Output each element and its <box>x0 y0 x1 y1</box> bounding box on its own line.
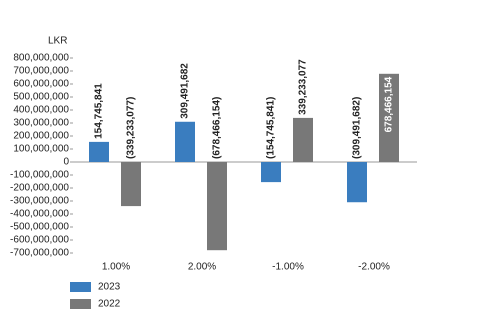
y-tick-label: 0 <box>63 157 69 168</box>
value-label: (339,233,077) <box>126 97 137 159</box>
value-label: 154,745,841 <box>94 83 105 139</box>
bar <box>347 162 367 203</box>
bar <box>175 121 195 162</box>
y-tick-label: -200,000,000 <box>10 183 69 194</box>
x-tick-label: 2.00% <box>188 262 216 273</box>
bar <box>293 117 313 162</box>
y-tick-label: 500,000,000 <box>13 92 69 103</box>
legend-swatch <box>70 299 91 309</box>
value-label: (678,466,154) <box>212 97 223 159</box>
value-label: (154,745,841) <box>266 97 277 159</box>
y-tick-label: 100,000,000 <box>13 144 69 155</box>
legend-label: 2022 <box>98 299 121 310</box>
y-tick-label: -100,000,000 <box>10 170 69 181</box>
y-tick-label: 800,000,000 <box>13 53 69 64</box>
y-tick-label: 700,000,000 <box>13 66 69 77</box>
bar <box>121 162 141 207</box>
y-tick-label: 200,000,000 <box>13 131 69 142</box>
x-tick-label: 1.00% <box>102 262 130 273</box>
bar <box>207 162 227 251</box>
x-tick-label: -2.00% <box>358 262 390 273</box>
y-tick-label: 600,000,000 <box>13 79 69 90</box>
y-tick-label: -500,000,000 <box>10 222 69 233</box>
legend-swatch <box>70 282 91 292</box>
y-unit-label: LKR <box>48 36 67 47</box>
y-tick-label: 400,000,000 <box>13 105 69 116</box>
bar <box>261 162 281 183</box>
value-label: (309,491,682) <box>352 97 363 159</box>
x-tick-label: -1.00% <box>272 262 304 273</box>
value-label: 339,233,077 <box>298 59 309 115</box>
value-label: 678,466,154 <box>384 76 395 132</box>
y-tick-label: 300,000,000 <box>13 118 69 129</box>
bar <box>379 73 399 162</box>
y-tick-label: -600,000,000 <box>10 235 69 246</box>
bar <box>89 141 109 162</box>
y-tick-label: -700,000,000 <box>10 248 69 259</box>
value-label: 309,491,682 <box>180 63 191 119</box>
y-tick-label: -300,000,000 <box>10 196 69 207</box>
legend-label: 2023 <box>98 282 121 293</box>
y-tick-label: -400,000,000 <box>10 209 69 220</box>
